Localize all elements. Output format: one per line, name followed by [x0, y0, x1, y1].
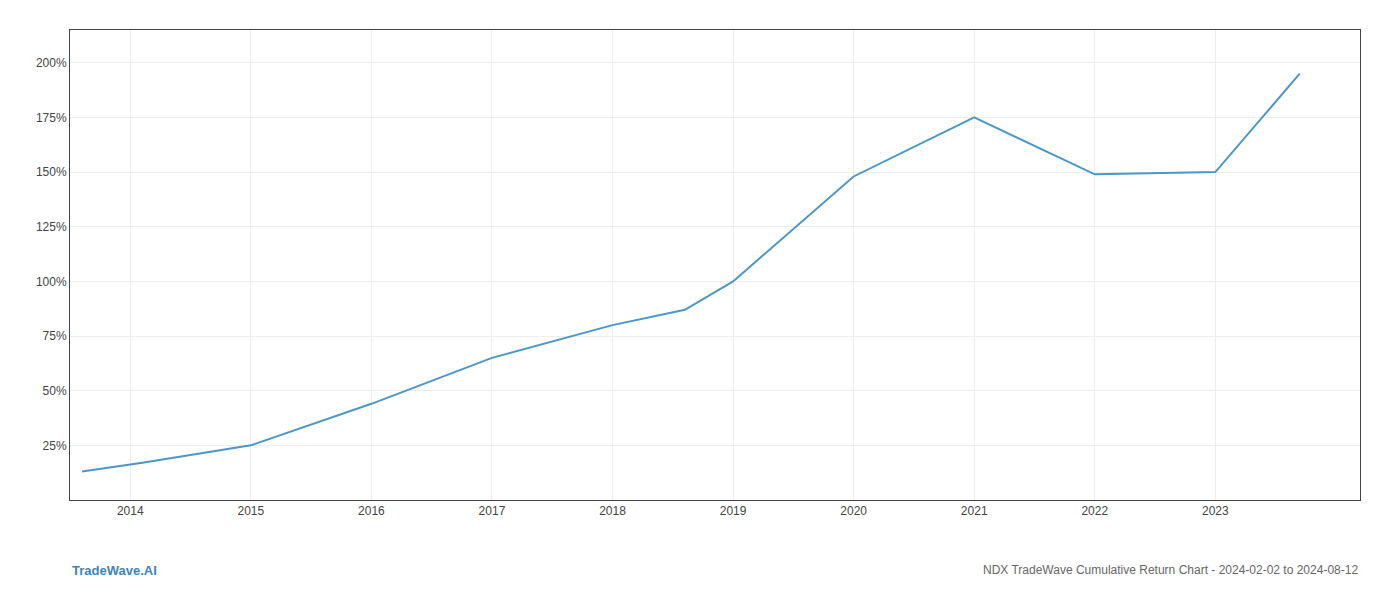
svg-text:2015: 2015	[237, 504, 264, 518]
svg-text:50%: 50%	[43, 384, 67, 398]
svg-text:2023: 2023	[1202, 504, 1229, 518]
svg-text:2017: 2017	[479, 504, 506, 518]
svg-text:TradeWave.AI: TradeWave.AI	[72, 563, 157, 578]
svg-text:2014: 2014	[117, 504, 144, 518]
svg-text:2020: 2020	[840, 504, 867, 518]
svg-text:NDX TradeWave Cumulative Retur: NDX TradeWave Cumulative Return Chart - …	[983, 563, 1358, 577]
svg-text:2021: 2021	[961, 504, 988, 518]
svg-text:2016: 2016	[358, 504, 385, 518]
svg-text:2022: 2022	[1081, 504, 1108, 518]
svg-text:200%: 200%	[36, 56, 67, 70]
svg-text:25%: 25%	[43, 439, 67, 453]
svg-text:2019: 2019	[720, 504, 747, 518]
svg-text:150%: 150%	[36, 165, 67, 179]
svg-text:2018: 2018	[599, 504, 626, 518]
svg-text:100%: 100%	[36, 275, 67, 289]
svg-text:175%: 175%	[36, 111, 67, 125]
svg-text:75%: 75%	[43, 329, 67, 343]
svg-text:125%: 125%	[36, 220, 67, 234]
